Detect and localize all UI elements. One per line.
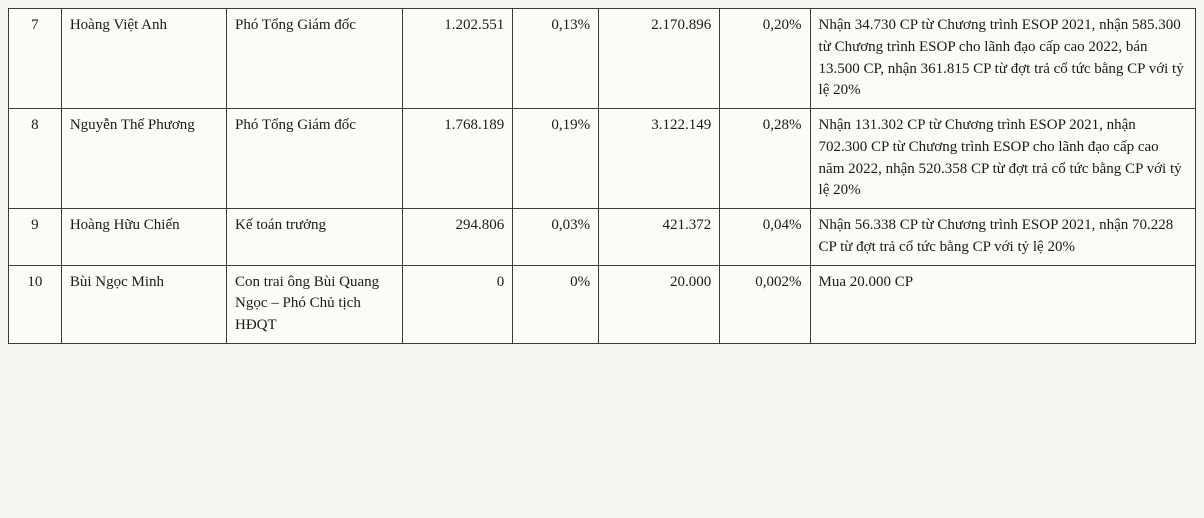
cell-num1: 0: [403, 265, 513, 343]
cell-note: Nhận 34.730 CP từ Chương trình ESOP 2021…: [810, 9, 1195, 109]
cell-num1: 294.806: [403, 209, 513, 266]
cell-name: Nguyễn Thế Phương: [61, 109, 226, 209]
cell-num1: 1.202.551: [403, 9, 513, 109]
cell-stt: 9: [9, 209, 62, 266]
table-row: 8Nguyễn Thế PhươngPhó Tổng Giám đốc1.768…: [9, 109, 1196, 209]
cell-name: Hoàng Việt Anh: [61, 9, 226, 109]
cell-num2: 20.000: [599, 265, 720, 343]
table-body: 7Hoàng Việt AnhPhó Tổng Giám đốc1.202.55…: [9, 9, 1196, 344]
cell-position: Phó Tổng Giám đốc: [227, 9, 403, 109]
cell-pct2: 0,20%: [720, 9, 810, 109]
table-row: 7Hoàng Việt AnhPhó Tổng Giám đốc1.202.55…: [9, 9, 1196, 109]
cell-stt: 7: [9, 9, 62, 109]
cell-name: Hoàng Hữu Chiến: [61, 209, 226, 266]
cell-pct1: 0,03%: [513, 209, 599, 266]
cell-num2: 2.170.896: [599, 9, 720, 109]
cell-position: Con trai ông Bùi Quang Ngọc – Phó Chủ tị…: [227, 265, 403, 343]
cell-note: Nhận 131.302 CP từ Chương trình ESOP 202…: [810, 109, 1195, 209]
cell-num2: 3.122.149: [599, 109, 720, 209]
cell-stt: 8: [9, 109, 62, 209]
cell-position: Phó Tổng Giám đốc: [227, 109, 403, 209]
table-row: 10Bùi Ngọc MinhCon trai ông Bùi Quang Ng…: [9, 265, 1196, 343]
cell-note: Nhận 56.338 CP từ Chương trình ESOP 2021…: [810, 209, 1195, 266]
cell-pct2: 0,002%: [720, 265, 810, 343]
cell-pct2: 0,28%: [720, 109, 810, 209]
cell-note: Mua 20.000 CP: [810, 265, 1195, 343]
cell-num2: 421.372: [599, 209, 720, 266]
cell-position: Kế toán trưởng: [227, 209, 403, 266]
cell-stt: 10: [9, 265, 62, 343]
cell-pct2: 0,04%: [720, 209, 810, 266]
table-row: 9Hoàng Hữu ChiếnKế toán trưởng294.8060,0…: [9, 209, 1196, 266]
cell-pct1: 0%: [513, 265, 599, 343]
cell-name: Bùi Ngọc Minh: [61, 265, 226, 343]
shareholding-table: 7Hoàng Việt AnhPhó Tổng Giám đốc1.202.55…: [8, 8, 1196, 344]
cell-num1: 1.768.189: [403, 109, 513, 209]
cell-pct1: 0,13%: [513, 9, 599, 109]
cell-pct1: 0,19%: [513, 109, 599, 209]
